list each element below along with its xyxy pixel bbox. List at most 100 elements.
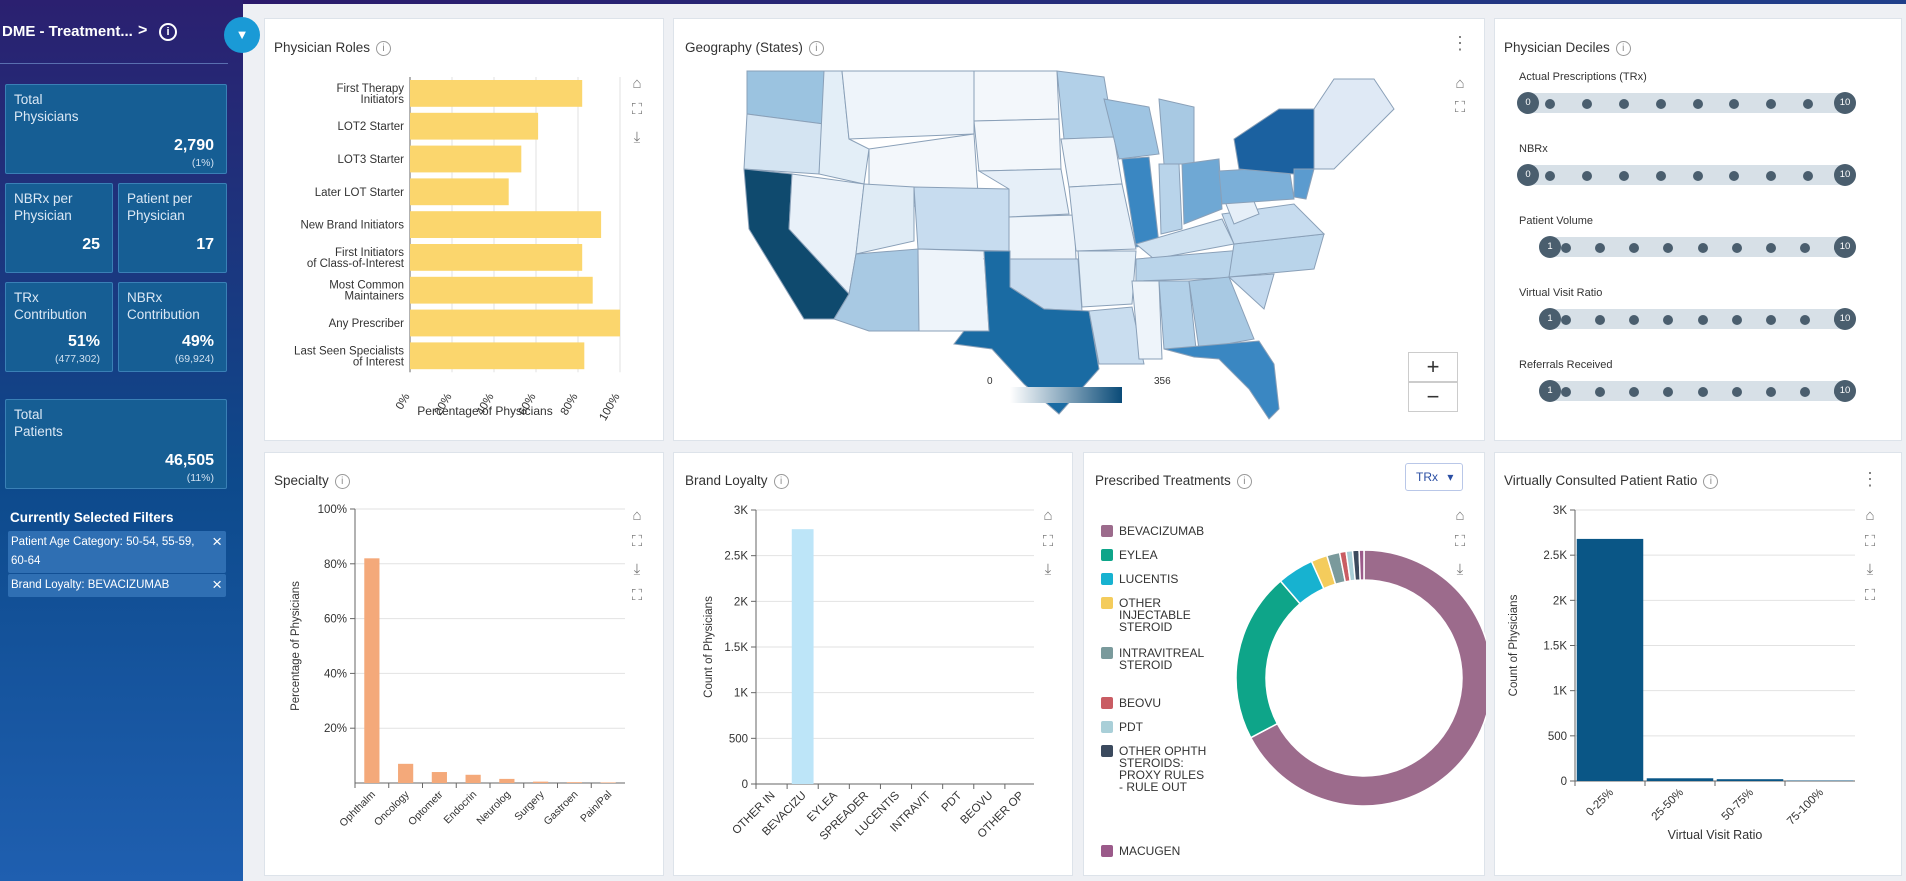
sidebar-title[interactable]: DME - Treatment... — [2, 23, 133, 40]
home-icon[interactable]: ⌂ — [632, 75, 642, 92]
close-icon[interactable]: × — [212, 575, 222, 594]
state-oh[interactable] — [1181, 158, 1223, 225]
home-icon[interactable]: ⌂ — [1455, 507, 1465, 524]
state-ks[interactable] — [1008, 214, 1077, 260]
donut-slice[interactable] — [1235, 579, 1302, 739]
slider-min-handle[interactable]: 0 — [1517, 92, 1539, 114]
filter-button[interactable]: ▼ — [224, 17, 260, 53]
expand-icon[interactable]: ⛶ — [1454, 533, 1466, 550]
state-mo[interactable] — [1068, 183, 1137, 252]
specialty-chart: 20% 40% 60% 80% 100% OphthalmOncologyOptometr… — [290, 504, 625, 829]
download-icon[interactable]: ⤓ — [1044, 561, 1052, 578]
kpi-label: Patient per Physician — [127, 191, 193, 223]
chevron-right-icon[interactable]: > — [138, 22, 148, 39]
info-icon[interactable]: i — [334, 473, 350, 489]
zoom-in-button[interactable]: + — [1408, 352, 1458, 382]
state-fl[interactable] — [1163, 340, 1280, 420]
home-icon[interactable]: ⌂ — [1865, 507, 1875, 524]
close-icon[interactable]: × — [212, 532, 222, 551]
state-ga[interactable] — [1188, 276, 1255, 350]
state-ne[interactable] — [977, 168, 1070, 218]
state-sd[interactable] — [973, 118, 1062, 172]
legend-label: MACUGEN — [1119, 844, 1181, 858]
x-axis-label: Virtual Visit Ratio — [1668, 828, 1763, 842]
download-icon[interactable]: ⤓ — [633, 561, 641, 578]
slider-tick-dot — [1697, 243, 1708, 253]
state-la[interactable] — [1088, 306, 1145, 365]
info-icon[interactable]: i — [1615, 40, 1631, 56]
download-icon[interactable]: ⤓ — [1456, 561, 1464, 578]
slider-min-handle[interactable]: 0 — [1517, 164, 1539, 186]
card-title: Physician Deciles i — [1504, 40, 1631, 56]
fit-view-icon[interactable]: ⛶ — [1864, 587, 1876, 604]
slider-max-handle[interactable]: 10 — [1834, 236, 1856, 258]
state-co[interactable] — [913, 186, 1010, 252]
state-ny[interactable] — [1233, 108, 1315, 175]
x-axis-label: Percentage of Physicians — [417, 404, 552, 418]
map-legend-max: 356 — [1154, 376, 1171, 387]
expand-icon[interactable]: ⛶ — [631, 533, 643, 550]
map-legend-min: 0 — [987, 376, 993, 387]
state-or[interactable] — [743, 113, 825, 175]
expand-icon[interactable]: ⛶ — [1454, 99, 1466, 116]
info-icon[interactable]: i — [1703, 473, 1719, 489]
state-in[interactable] — [1158, 163, 1183, 235]
expand-icon[interactable]: ⛶ — [1864, 533, 1876, 550]
slider-max-handle[interactable]: 10 — [1834, 308, 1856, 330]
state-mi[interactable] — [1158, 98, 1195, 165]
kpi-value: 46,505 — [165, 452, 214, 469]
metric-dropdown-value: TRx — [1416, 470, 1438, 484]
download-icon[interactable]: ⤓ — [633, 129, 641, 146]
slider-tick-dot — [1799, 387, 1810, 397]
y-tick-label: 80% — [324, 559, 347, 571]
expand-icon[interactable]: ⛶ — [1042, 533, 1054, 550]
state-ms[interactable] — [1131, 280, 1163, 360]
slider-min-handle[interactable]: 1 — [1539, 380, 1561, 402]
state-ut[interactable] — [855, 183, 915, 255]
state-mt[interactable] — [841, 70, 975, 140]
slider-min-handle[interactable]: 1 — [1539, 236, 1561, 258]
slider-max-handle[interactable]: 10 — [1834, 92, 1856, 114]
info-icon[interactable]: i — [159, 23, 177, 41]
x-tick-label: Optometr — [406, 788, 446, 828]
info-icon[interactable]: i — [376, 40, 392, 56]
metric-dropdown[interactable]: TRx ▾ — [1405, 463, 1463, 491]
state-tx[interactable] — [953, 250, 1100, 415]
bar — [533, 781, 549, 783]
bar — [1576, 538, 1644, 781]
zoom-out-button[interactable]: − — [1408, 382, 1458, 412]
y-tick-label: LOT2 Starter — [338, 121, 405, 133]
expand-icon[interactable]: ⛶ — [631, 101, 643, 118]
state-ar[interactable] — [1077, 250, 1137, 308]
fit-view-icon[interactable]: ⛶ — [631, 587, 643, 604]
info-icon[interactable]: i — [773, 473, 789, 489]
bar — [431, 772, 447, 783]
home-icon[interactable]: ⌂ — [632, 507, 642, 524]
state-ia[interactable] — [1060, 136, 1123, 188]
info-icon[interactable]: i — [1236, 473, 1252, 489]
state-new-england[interactable] — [1313, 78, 1395, 170]
slider-tick-dot — [1561, 243, 1571, 253]
home-icon[interactable]: ⌂ — [1455, 75, 1465, 92]
state-sc[interactable] — [1227, 273, 1275, 310]
slider-max-handle[interactable]: 10 — [1834, 380, 1856, 402]
info-icon[interactable]: i — [808, 40, 824, 56]
filter-chip-age: Patient Age Category: 50-54, 55-59, 60-6… — [8, 531, 226, 573]
donut-slice[interactable] — [1249, 549, 1486, 807]
more-menu-icon[interactable]: ⋮ — [1861, 469, 1879, 489]
sidebar-divider — [0, 63, 228, 64]
more-menu-icon[interactable]: ⋮ — [1451, 33, 1469, 53]
home-icon[interactable]: ⌂ — [1043, 507, 1053, 524]
download-icon[interactable]: ⤓ — [1866, 561, 1874, 578]
y-tick-label: 500 — [729, 733, 748, 745]
slider-max-handle[interactable]: 10 — [1834, 164, 1856, 186]
state-nj[interactable] — [1293, 168, 1315, 200]
us-states-map[interactable]: 0 356 — [674, 19, 1486, 442]
slider-tick-dot — [1629, 315, 1640, 325]
donut-slice[interactable] — [1358, 549, 1365, 581]
kpi-value: 51% — [67, 333, 100, 350]
state-nd[interactable] — [973, 70, 1060, 122]
slider-min-handle[interactable]: 1 — [1539, 308, 1561, 330]
state-wi[interactable] — [1103, 98, 1160, 160]
state-nm[interactable] — [917, 248, 990, 332]
